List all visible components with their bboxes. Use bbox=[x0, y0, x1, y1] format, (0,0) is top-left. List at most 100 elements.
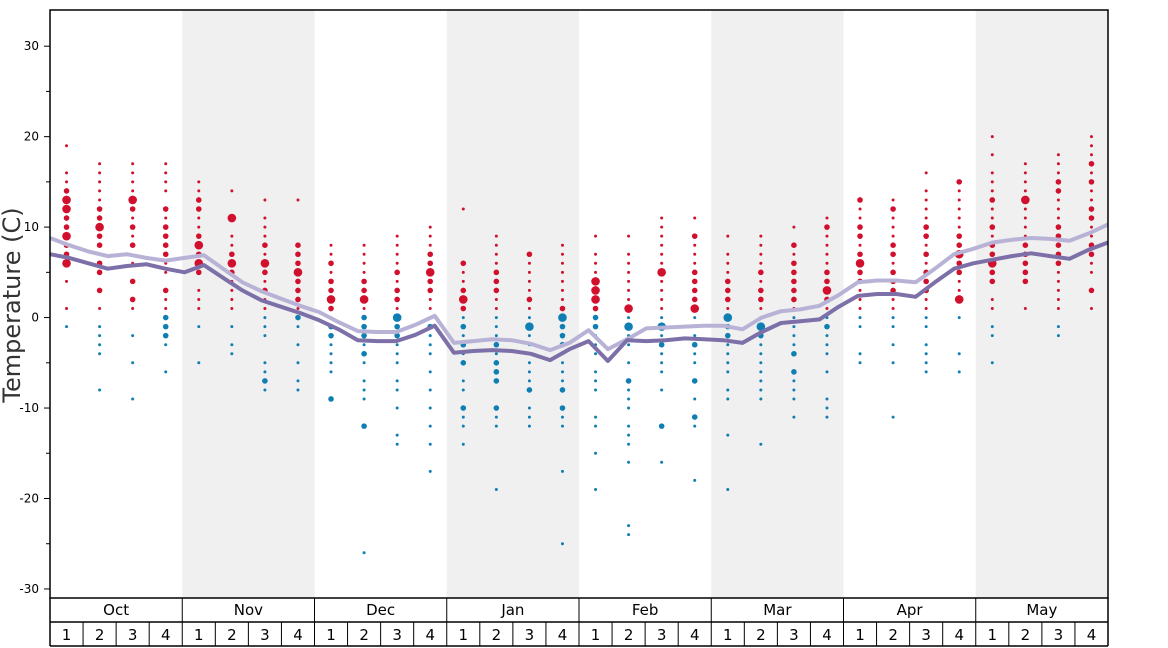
temperature-dot bbox=[1056, 198, 1060, 202]
temperature-dot bbox=[293, 268, 303, 277]
week-label: 3 bbox=[260, 626, 270, 644]
temperature-dot bbox=[990, 207, 994, 211]
temperature-dot bbox=[924, 207, 928, 211]
temperature-dot bbox=[428, 297, 432, 301]
y-tick-label: -20 bbox=[19, 491, 39, 505]
temperature-dot bbox=[1055, 260, 1062, 267]
temperature-dot bbox=[824, 224, 830, 230]
temperature-dot bbox=[957, 279, 961, 283]
temperature-dot bbox=[726, 370, 730, 374]
temperature-dot bbox=[759, 343, 763, 347]
temperature-dot bbox=[660, 225, 664, 229]
temperature-dot bbox=[65, 279, 69, 283]
temperature-dot bbox=[759, 279, 763, 283]
temperature-dot bbox=[726, 487, 730, 491]
temperature-dot bbox=[392, 313, 402, 322]
temperature-dot bbox=[394, 287, 400, 294]
temperature-dot bbox=[428, 406, 432, 410]
temperature-dot bbox=[295, 242, 301, 248]
temperature-dot bbox=[328, 396, 334, 402]
temperature-dot bbox=[691, 378, 698, 384]
temperature-dot bbox=[461, 442, 465, 446]
temperature-dot bbox=[924, 198, 928, 202]
temperature-dot bbox=[164, 180, 168, 184]
temperature-dot bbox=[559, 332, 566, 339]
temperature-dot bbox=[924, 352, 928, 356]
temperature-dot bbox=[1056, 153, 1060, 157]
temperature-dot bbox=[494, 252, 498, 256]
temperature-dot bbox=[693, 216, 697, 220]
temperature-dot bbox=[63, 224, 70, 230]
temperature-dot bbox=[263, 225, 267, 229]
temperature-dot bbox=[560, 279, 564, 283]
temperature-dot bbox=[924, 343, 928, 347]
temperature-dot bbox=[693, 478, 697, 482]
temperature-dot bbox=[95, 222, 104, 232]
temperature-dot bbox=[328, 278, 334, 285]
temperature-dot bbox=[328, 332, 334, 339]
temperature-dot bbox=[494, 234, 498, 238]
temperature-dot bbox=[792, 325, 796, 329]
week-label: 3 bbox=[392, 626, 402, 644]
temperature-dot bbox=[657, 268, 666, 277]
average-high-line bbox=[49, 222, 1109, 353]
temperature-dot bbox=[461, 415, 465, 419]
temperature-dot bbox=[1089, 153, 1093, 157]
temperature-dot bbox=[989, 269, 996, 276]
temperature-dot bbox=[164, 307, 168, 311]
x-axis-months-weeks: Oct 1 2 3 4 Nov 1 2 3 4 Dec 1 2 3 4 Jan 1 2 3 4 Feb 1 2 3 4 Mar 1 2… bbox=[49, 598, 1109, 647]
temperature-dot bbox=[759, 352, 763, 356]
temperature-dot bbox=[558, 313, 567, 322]
y-tick-label: -30 bbox=[19, 582, 39, 596]
temperature-dot bbox=[791, 369, 797, 375]
temperature-dot bbox=[1023, 171, 1027, 175]
temperature-dot bbox=[957, 316, 961, 320]
temperature-dot bbox=[1056, 171, 1060, 175]
temperature-dot bbox=[295, 260, 301, 267]
temperature-dot bbox=[759, 370, 763, 374]
temperature-dot bbox=[131, 397, 135, 401]
temperature-dot bbox=[591, 277, 600, 286]
temperature-dot bbox=[726, 397, 730, 401]
temperature-dot bbox=[627, 270, 631, 274]
temperature-dot bbox=[197, 307, 201, 311]
temperature-dot bbox=[96, 269, 103, 276]
temperature-dot bbox=[627, 343, 631, 347]
temperature-dot bbox=[527, 307, 531, 311]
temperature-dot bbox=[792, 343, 796, 347]
temperature-dot bbox=[1021, 195, 1030, 205]
temperature-dot bbox=[230, 243, 234, 247]
temperature-dot bbox=[263, 198, 267, 202]
temperature-dot bbox=[428, 352, 432, 356]
temperature-dot bbox=[825, 216, 829, 220]
temperature-dot bbox=[890, 251, 896, 258]
temperature-dot bbox=[824, 323, 830, 330]
temperature-dot bbox=[858, 361, 862, 365]
temperature-dot bbox=[527, 316, 531, 320]
week-label: 2 bbox=[756, 626, 766, 644]
temperature-dot bbox=[759, 252, 763, 256]
temperature-dot bbox=[627, 297, 631, 301]
temperature-dot bbox=[726, 270, 730, 274]
temperature-dot bbox=[594, 234, 598, 238]
temperature-dot bbox=[197, 325, 201, 329]
temperature-dot bbox=[131, 216, 135, 220]
week-label: 1 bbox=[591, 626, 601, 644]
temperature-dot bbox=[461, 279, 465, 283]
temperature-dot bbox=[1056, 307, 1060, 311]
temperature-dot bbox=[627, 424, 631, 428]
temperature-dot bbox=[989, 278, 996, 285]
temperature-dot bbox=[693, 243, 697, 247]
temperature-dot bbox=[758, 287, 764, 294]
temperature-dot bbox=[361, 332, 367, 339]
temperature-dot bbox=[660, 288, 664, 292]
temperature-dot bbox=[427, 260, 434, 267]
temperature-dot bbox=[690, 304, 700, 313]
temperature-dot bbox=[756, 322, 766, 331]
temperature-dot bbox=[162, 233, 169, 239]
temperature-dot bbox=[990, 189, 994, 193]
temperature-dot bbox=[825, 307, 829, 311]
temperature-dot bbox=[428, 307, 432, 311]
temperature-dot bbox=[560, 270, 564, 274]
